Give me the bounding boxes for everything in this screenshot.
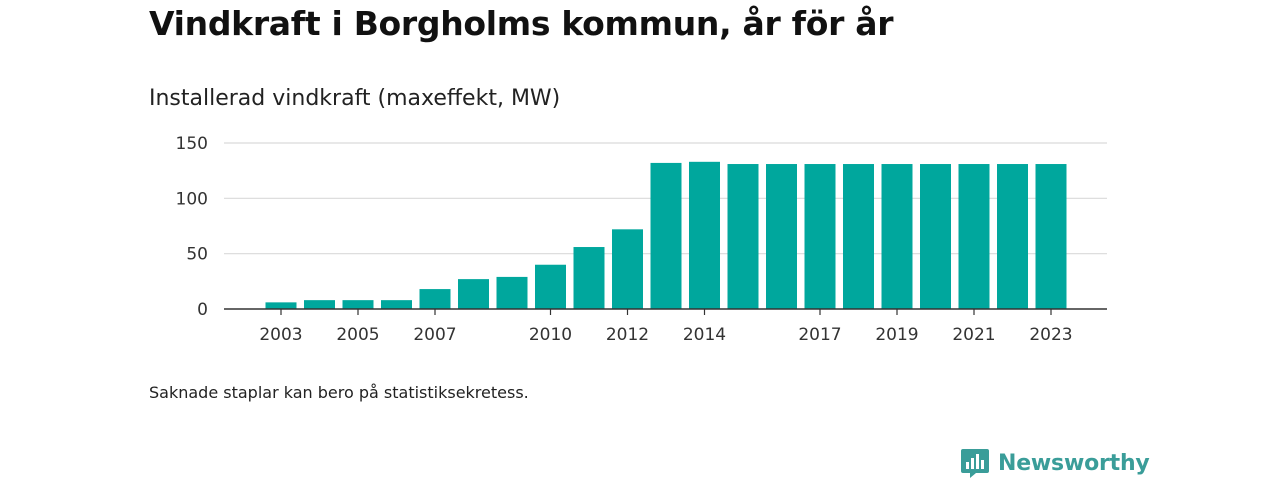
bars xyxy=(265,161,1067,309)
x-tick-label: 2005 xyxy=(336,325,379,345)
bar-2008 xyxy=(458,279,489,309)
bar-2016 xyxy=(766,164,797,309)
bar-2015 xyxy=(727,164,759,309)
x-tick-label: 2021 xyxy=(952,325,995,345)
x-tick-label: 2007 xyxy=(413,325,456,345)
y-tick-label: 50 xyxy=(186,245,208,265)
bar-2019 xyxy=(881,164,913,309)
bar-2020 xyxy=(920,164,951,309)
bar-2004 xyxy=(304,300,335,309)
y-tick-label: 150 xyxy=(176,134,208,154)
chart-title: Vindkraft i Borgholms kommun, år för år xyxy=(149,4,894,43)
brand-logo: Newsworthy xyxy=(960,447,1150,479)
footnote: Saknade staplar kan bero på statistiksek… xyxy=(149,383,529,402)
bar-2009 xyxy=(496,276,528,309)
x-tick-label: 2012 xyxy=(606,325,649,345)
x-tick-label: 2019 xyxy=(875,325,918,345)
x-tick-label: 2017 xyxy=(798,325,841,345)
chart-subtitle: Installerad vindkraft (maxeffekt, MW) xyxy=(149,86,561,111)
bar-2023 xyxy=(1035,164,1067,309)
bar-2014 xyxy=(689,161,720,309)
bar-chart: 0 50 100 150 2003 2005 2007 2010 2012 2014 2017 201… xyxy=(176,134,1107,345)
bar-2006 xyxy=(381,300,412,309)
x-tick-label: 2010 xyxy=(529,325,572,345)
y-tick-label: 100 xyxy=(176,189,208,209)
bar-2013 xyxy=(650,162,682,309)
x-tick-label: 2014 xyxy=(683,325,726,345)
y-tick-label: 0 xyxy=(197,300,208,320)
bar-2003 xyxy=(265,302,297,309)
x-tick-label: 2023 xyxy=(1029,325,1072,345)
bar-2022 xyxy=(997,164,1028,309)
brand-name: Newsworthy xyxy=(998,450,1150,476)
x-tick-label: 2003 xyxy=(259,325,302,345)
bar-2005 xyxy=(342,300,374,309)
bar-2012 xyxy=(612,229,643,309)
bar-2018 xyxy=(843,164,874,309)
bar-2007 xyxy=(419,289,451,309)
axes: 0 50 100 150 2003 2005 2007 2010 2012 2014 2017 201… xyxy=(176,134,1107,345)
bar-2011 xyxy=(573,247,605,309)
bar-2021 xyxy=(958,164,990,309)
bar-2010 xyxy=(535,264,566,309)
bar-2017 xyxy=(804,164,836,309)
newsworthy-logo-icon xyxy=(961,449,989,478)
